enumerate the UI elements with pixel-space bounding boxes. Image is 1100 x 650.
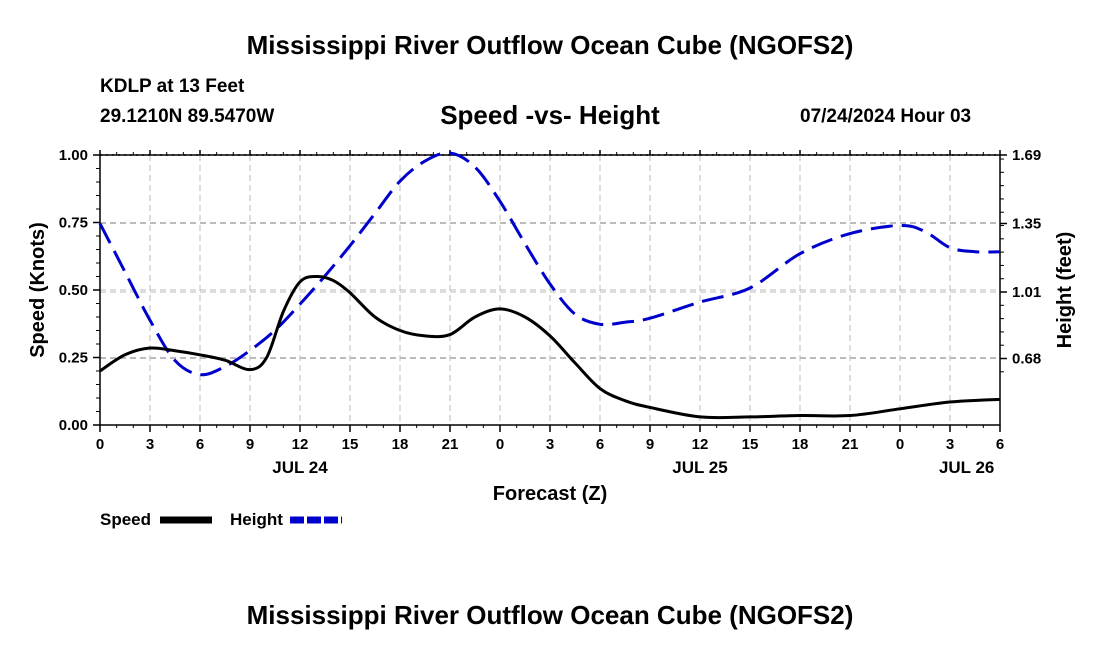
x-date-label: JUL 25 <box>672 458 727 477</box>
y2-tick-label: 1.69 <box>1012 147 1041 164</box>
x-tick-label: 12 <box>292 436 309 453</box>
x-axis-label: Forecast (Z) <box>493 483 607 505</box>
x-tick-label: 15 <box>342 436 359 453</box>
x-tick-label: 21 <box>842 436 859 453</box>
speed-series-line <box>99 274 1001 420</box>
x-tick-label: 12 <box>692 436 709 453</box>
station-label: KDLP at 13 Feet <box>100 76 245 97</box>
legend-speed-label: Speed <box>100 510 151 529</box>
y-tick-label: 0.75 <box>59 215 88 232</box>
y-tick-label: 0.50 <box>59 282 88 299</box>
x-tick-label: 0 <box>496 436 504 453</box>
x-tick-label: 15 <box>742 436 759 453</box>
legend: Speed Height <box>100 510 342 529</box>
x-tick-label: 6 <box>596 436 604 453</box>
y2-axis-label: Height (feet) <box>1054 232 1076 349</box>
x-tick-label: 3 <box>546 436 554 453</box>
grid-lines <box>100 154 1000 425</box>
x-date-label: JUL 24 <box>272 458 328 477</box>
x-tick-label: 3 <box>146 436 154 453</box>
y2-tick-label: 0.68 <box>1012 351 1041 368</box>
x-tick-label: 0 <box>896 436 904 453</box>
legend-height-label: Height <box>230 510 283 529</box>
x-tick-label: 9 <box>646 436 654 453</box>
y-tick-label: 0.25 <box>59 350 88 367</box>
y-tick-label: 1.00 <box>59 147 88 164</box>
y-axis-label: Speed (Knots) <box>27 222 49 358</box>
x-tick-label: 18 <box>792 436 809 453</box>
x-tick-label: 3 <box>946 436 954 453</box>
y2-tick-label: 1.01 <box>1012 284 1041 301</box>
chart-title: Speed -vs- Height <box>440 100 660 130</box>
x-tick-label: 0 <box>96 436 104 453</box>
x-date-label: JUL 26 <box>939 458 994 477</box>
y2-tick-label: 1.35 <box>1012 216 1041 233</box>
x-tick-label: 9 <box>246 436 254 453</box>
x-tick-label: 21 <box>442 436 459 453</box>
forecast-datetime: 07/24/2024 Hour 03 <box>800 106 972 127</box>
station-coords: 29.1210N 89.5470W <box>100 106 275 127</box>
page-title: Mississippi River Outflow Ocean Cube (NG… <box>246 30 854 60</box>
x-tick-label: 6 <box>196 436 204 453</box>
footer-title: Mississippi River Outflow Ocean Cube (NG… <box>246 600 854 630</box>
y-tick-label: 0.00 <box>59 417 88 434</box>
x-tick-label: 18 <box>392 436 409 453</box>
x-tick-label: 6 <box>996 436 1004 453</box>
height-series-line <box>98 151 1001 377</box>
